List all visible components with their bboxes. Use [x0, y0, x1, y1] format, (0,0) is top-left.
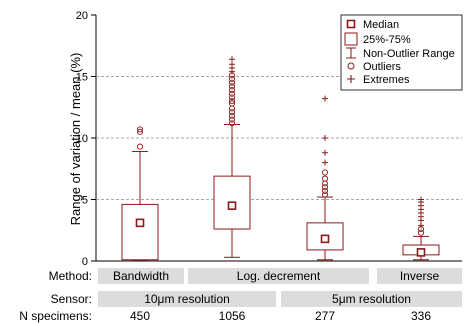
y-axis: 0 5 10 15 20 — [76, 10, 96, 268]
outlier-point — [228, 100, 236, 107]
legend: Median 25%-75% Non-Outlier RangeOutliersEx… — [340, 14, 463, 91]
outlier-point — [228, 120, 236, 127]
extreme-point — [322, 95, 328, 102]
legend-median-label: Median — [363, 19, 399, 31]
median-marker — [320, 234, 330, 244]
outlier-point — [321, 169, 329, 176]
n-specimens-label: N specimens: — [19, 309, 92, 323]
n-specimens-value: 277 — [315, 309, 335, 323]
extreme-point — [322, 159, 328, 166]
outlier-point — [228, 79, 236, 86]
median-marker — [416, 248, 426, 257]
box-group — [402, 196, 440, 261]
median-marker — [135, 218, 145, 228]
extreme-point — [229, 56, 235, 63]
outlier-point — [228, 83, 236, 90]
table-band — [98, 291, 276, 307]
grid-lines — [96, 76, 462, 200]
table-band-label: Log. decrement — [237, 269, 321, 283]
outlier-point — [321, 175, 329, 182]
box-group — [306, 95, 344, 261]
legend-outlier-label: Outliers — [363, 61, 401, 73]
outlier-point — [321, 184, 329, 191]
extreme-point — [418, 196, 424, 203]
table-band-label: 5μm resolution — [332, 292, 411, 306]
outlier-point — [417, 229, 425, 236]
legend-extreme-label: Extremes — [363, 74, 410, 86]
table-band-label: Bandwidth — [113, 269, 169, 283]
legend-whisker-label: Non-Outlier Range — [363, 48, 455, 60]
n-specimens-value: 336 — [411, 309, 431, 323]
n-specimens-value: 450 — [130, 309, 150, 323]
y-tick-label: 15 — [76, 72, 88, 84]
outlier-point — [136, 126, 144, 133]
table-row-label: Method: — [49, 269, 92, 283]
table-band — [377, 268, 462, 284]
outlier-point — [228, 112, 236, 119]
box-group — [213, 56, 251, 258]
legend-frame — [340, 14, 463, 91]
y-tick-label: 20 — [76, 10, 88, 22]
outlier-point — [321, 187, 329, 194]
outlier-point — [321, 180, 329, 187]
outlier-point — [228, 98, 236, 105]
table-band — [98, 268, 184, 284]
outlier-point — [136, 128, 144, 135]
table-row-label: Sensor: — [51, 292, 92, 306]
y-tick-label: 5 — [82, 195, 88, 207]
y-axis-label: Range of variation / mean (%) — [68, 53, 83, 226]
n-specimens-value: 1056 — [219, 309, 246, 323]
outlier-point — [228, 86, 236, 94]
table-band-label: 10μm resolution — [144, 292, 230, 306]
box-series — [121, 56, 440, 261]
outlier-point — [228, 90, 236, 97]
outlier-point — [228, 109, 236, 116]
y-tick-label: 0 — [82, 256, 88, 268]
outlier-point — [228, 116, 236, 123]
y-tick-label: 10 — [76, 133, 88, 145]
legend-whisker-symbol — [346, 47, 356, 59]
box-iqr — [121, 203, 159, 261]
table-band — [281, 291, 462, 307]
box-iqr — [213, 175, 251, 230]
extreme-point — [322, 135, 328, 141]
median-marker — [227, 201, 237, 210]
outlier-point — [136, 143, 144, 150]
category-table: Method: Bandwidth Log. decrement Inverse Sen… — [19, 268, 462, 323]
legend-median-symbol — [346, 19, 356, 29]
extreme-point — [322, 149, 328, 156]
outlier-point — [228, 94, 236, 101]
table-band-label: Inverse — [400, 269, 440, 283]
legend-box-symbol — [344, 32, 358, 46]
outlier-point — [228, 75, 236, 83]
table-band — [188, 268, 369, 284]
legend-extreme-symbol — [347, 75, 355, 83]
outlier-point — [321, 191, 329, 198]
box-group — [121, 126, 159, 261]
legend-outlier-symbol — [347, 62, 355, 70]
outlier-point — [228, 105, 236, 112]
legend-box-label: 25%-75% — [363, 34, 411, 46]
